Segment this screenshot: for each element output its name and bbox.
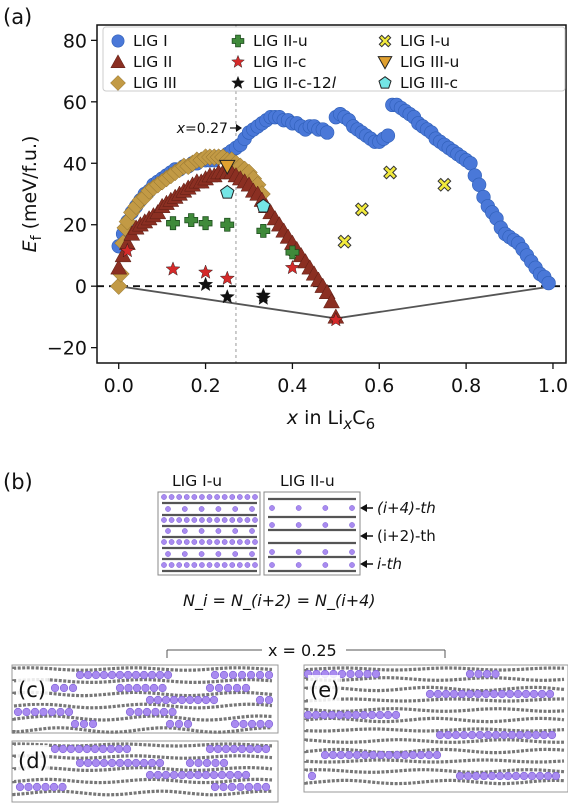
data-point	[541, 275, 556, 291]
data-point	[166, 216, 180, 231]
layer-label-i-plus-2: (i+2)-th	[377, 527, 436, 545]
legend-marker	[231, 54, 245, 68]
legend-label: LIG III-c	[400, 74, 458, 92]
legend-box	[102, 26, 566, 92]
data-point	[383, 165, 398, 180]
x-tick-label: 0.6	[364, 375, 394, 397]
series-lig-ii-c-12l	[198, 276, 271, 305]
legend-label: LIG III	[133, 74, 177, 92]
data-point	[218, 159, 236, 175]
y-tick-label: 20	[63, 215, 87, 237]
data-point	[256, 223, 271, 238]
series-lig-iii-u	[218, 159, 236, 175]
legend-marker	[231, 75, 245, 89]
legend-marker	[110, 54, 126, 69]
data-point	[320, 125, 335, 140]
panel-b-right-box	[263, 491, 361, 576]
x-tick-label: 0.4	[277, 375, 307, 397]
legend-marker	[378, 34, 392, 48]
panel-b-right-title: LIG II-u	[280, 472, 335, 490]
data-point	[284, 259, 300, 275]
panel-b-equation: N_i = N_(i+2) = N_(i+4)	[183, 591, 376, 611]
annotation-label: x=0.27	[176, 121, 228, 137]
panel-b-left-title: LIG I-u	[172, 472, 222, 490]
series-lig-ii-c	[119, 242, 344, 327]
data-point	[323, 293, 340, 309]
data-point	[380, 128, 396, 143]
atomistic-structures	[12, 666, 565, 797]
data-point	[220, 217, 235, 232]
layer-label-i: i-th	[377, 555, 402, 573]
data-point	[219, 289, 235, 304]
data-point	[463, 156, 478, 171]
data-point	[198, 264, 214, 279]
x-tick-label: 0.2	[190, 375, 220, 397]
legend-label: LIG I	[133, 32, 168, 50]
data-point	[354, 202, 369, 217]
panel-b-layers	[161, 494, 356, 573]
data-point	[255, 290, 271, 305]
data-point	[165, 261, 181, 276]
x-axis-label: x in LixC6	[286, 407, 375, 433]
legend-label: LIG III-u	[400, 53, 459, 71]
x-tick-label: 0.0	[104, 375, 134, 397]
panel-a-label: (a)	[3, 5, 32, 29]
series-lig-iii-c	[220, 184, 271, 213]
data-point	[184, 213, 199, 228]
chart-legend: LIG I LIG II-u LIG I-u LIG II LIG II-c LIG II…	[102, 26, 566, 92]
data-point	[219, 270, 235, 285]
data-point	[472, 177, 487, 192]
y-axis-label: Ef (meV/f.u.)	[19, 136, 45, 253]
legend-marker	[378, 76, 392, 89]
y-tick-label: 40	[63, 153, 87, 175]
data-point	[114, 246, 132, 263]
legend-label: LIG II-c-12l	[253, 74, 337, 92]
legend-marker	[231, 34, 245, 48]
legend-marker	[110, 75, 126, 91]
panel-b-left-box	[157, 491, 261, 576]
panel-d-label: (d)	[18, 749, 48, 773]
panel-e-label: (e)	[310, 678, 339, 702]
data-point	[198, 276, 214, 292]
data-point	[256, 198, 271, 213]
chart-area	[97, 25, 566, 363]
y-tick-label: 80	[63, 30, 87, 52]
series-lig-iii	[109, 148, 271, 295]
x-equals-label: x = 0.25	[268, 641, 337, 660]
legend-label: LIG I-u	[400, 32, 450, 50]
panel-e-box	[303, 664, 568, 793]
data-point	[328, 312, 344, 327]
legend-label: LIG II-c	[253, 53, 306, 71]
x-tick-label: 1.0	[538, 375, 568, 397]
series-lig-ii-u	[166, 213, 300, 260]
data-point	[119, 242, 135, 258]
x-tick-label: 0.8	[451, 375, 481, 397]
data-point	[109, 277, 128, 295]
data-point	[220, 184, 235, 199]
y-tick-label: 60	[63, 92, 87, 114]
y-tick-label: 0	[75, 276, 87, 298]
legend-marker	[111, 34, 125, 48]
data-point	[110, 259, 128, 275]
series-lig-i-u	[337, 165, 452, 249]
layer-label-i-plus-4: (i+4)-th	[377, 499, 436, 517]
panel-b-layer-pointers	[360, 504, 373, 568]
data-point	[337, 234, 352, 249]
plot-frame	[96, 24, 567, 364]
data-point	[437, 177, 452, 192]
legend-marker	[377, 56, 393, 70]
plot-content	[97, 25, 566, 363]
legend-label: LIG II-u	[253, 32, 308, 50]
chart-axes: 0.0 0.2 0.4 0.6 0.8 1.0 −20 0 20 40 60 80 x in LixC6…	[19, 24, 568, 433]
panel-c-label: (c)	[18, 678, 46, 702]
legend-label: LIG II	[133, 53, 172, 71]
y-tick-label: −20	[47, 338, 87, 360]
panel-b-label: (b)	[3, 470, 33, 494]
data-point	[285, 245, 300, 260]
data-point	[198, 216, 213, 231]
